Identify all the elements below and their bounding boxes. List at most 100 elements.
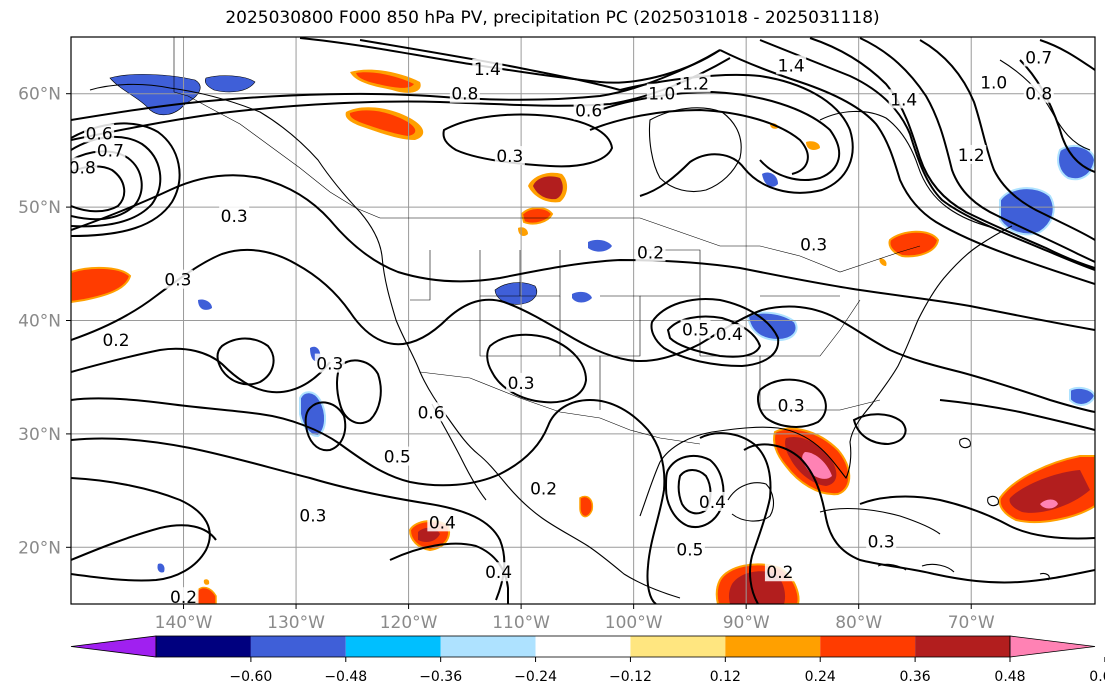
contour-label-background [494, 146, 525, 166]
contour-label-background [382, 446, 413, 466]
contour-label: 0.3 [508, 374, 535, 394]
contour-label: 0.7 [1025, 48, 1052, 68]
longitude-axis: 140°W 130°W 120°W 110°W 100°W 90°W 80°W 70°W [155, 604, 995, 633]
contour-label: 0.2 [170, 588, 197, 608]
colorbar-tick-label: 0.36 [900, 669, 931, 685]
colorbar-segment [535, 636, 631, 657]
lat-tick-label: 50°N [18, 198, 61, 218]
lon-tick-label: 130°W [267, 613, 325, 633]
contour-label-background [162, 269, 193, 289]
colorbar-segment [345, 636, 441, 657]
lon-tick-label: 140°W [155, 613, 213, 633]
lon-tick-label: 80°W [835, 613, 882, 633]
coastlines [89, 59, 1091, 599]
contour-label-background [776, 55, 807, 75]
contour-label-background [866, 531, 897, 551]
colorbar-outline [155, 635, 1011, 658]
contour-label-background [168, 587, 199, 604]
colorbar-segment [250, 636, 346, 657]
lat-tick-label: 20°N [18, 538, 61, 558]
lat-tick-label: 30°N [18, 425, 61, 445]
lon-tick-label: 100°W [605, 613, 663, 633]
contour-label-background [978, 72, 1009, 92]
contour-label-background [427, 512, 458, 532]
colorbar-segment [915, 636, 1010, 657]
contour-label-background [101, 329, 132, 349]
contour-label: 0.4 [699, 493, 726, 513]
contour-label-background [646, 83, 677, 103]
contour-label-background [635, 242, 666, 262]
colorbar-segment [725, 636, 821, 657]
contour-label-background [680, 73, 711, 93]
colorbar-tick-label: 0.12 [710, 669, 741, 685]
contour-label-background [219, 206, 250, 226]
contour-label: 0.5 [384, 448, 411, 468]
contour-label: 0.5 [676, 541, 703, 561]
lat-tick-label: 60°N [18, 85, 61, 105]
contour-label-background [674, 539, 705, 559]
contour-label-background [416, 402, 447, 422]
contour-label-background [84, 123, 115, 143]
contour-label-background [449, 83, 480, 103]
contour-label-background [528, 478, 559, 498]
contour-label: 0.3 [778, 397, 805, 417]
contour-label: 0.8 [1025, 85, 1052, 105]
contour-label: 0.6 [418, 403, 445, 423]
contour-label: 0.8 [69, 158, 96, 178]
colorbar-extend-high [1009, 635, 1096, 658]
contour-label-background [776, 395, 807, 415]
contour-label: 1.2 [682, 74, 709, 94]
contour-label-background [888, 89, 919, 109]
colorbar-segment [820, 636, 916, 657]
colorbar-segment [440, 636, 536, 657]
pv-contour-labels: 1.40.8 1.01.20.60.30.2 0.31.41.40.70.81.01… [69, 47, 1054, 608]
contour-label: 0.6 [575, 102, 602, 122]
latitude-axis: 20°N 30°N 40°N 50°N 60°N [18, 85, 71, 558]
colorbar-segment [156, 636, 251, 657]
colorbar-tick-label: 0.24 [805, 669, 836, 685]
lon-tick-label: 110°W [492, 613, 550, 633]
pv-contours [71, 37, 1095, 604]
lon-tick-label: 70°W [948, 613, 995, 633]
colorbar-tick-label: −0.24 [514, 669, 557, 685]
contour-label-background [506, 372, 537, 392]
contour-label: 0.3 [496, 147, 523, 167]
colorbar-tick-label: 0.48 [994, 669, 1025, 685]
contour-label: 0.4 [716, 325, 743, 345]
contour-label: 1.0 [980, 73, 1007, 93]
contour-label: 0.3 [868, 533, 895, 553]
contour-label: 0.2 [102, 331, 129, 351]
contour-label: 0.4 [429, 513, 456, 533]
contour-label-background [483, 562, 514, 582]
contour-label: 0.2 [530, 479, 557, 499]
colorbar-tick-label: −0.36 [419, 669, 462, 685]
contour-label: 0.4 [485, 563, 512, 583]
contour-label: 0.6 [86, 124, 113, 144]
contour-label: 1.4 [778, 56, 805, 76]
contour-label: 1.0 [648, 85, 675, 105]
contour-label: 0.3 [221, 207, 248, 227]
chart-title: 2025030800 F000 850 hPa PV, precipitatio… [225, 8, 880, 28]
lon-tick-label: 90°W [723, 613, 770, 633]
contour-label: 0.5 [682, 321, 709, 341]
contour-label-background [472, 58, 503, 78]
contour-label: 0.3 [316, 355, 343, 375]
contour-label-background [71, 157, 98, 177]
contour-label: 0.3 [164, 271, 191, 291]
contour-label-background [95, 140, 126, 160]
contour-label-background [314, 353, 345, 373]
lat-tick-label: 40°N [18, 312, 61, 332]
contour-label-background [680, 319, 711, 339]
colorbar-tick-label: −0.60 [229, 669, 272, 685]
contour-label: 1.4 [890, 90, 917, 110]
colorbar-tick-label: 0.60 [1089, 669, 1105, 685]
contour-label-background [297, 505, 328, 525]
contour-label-background [1023, 47, 1054, 67]
contour-label: 0.7 [97, 141, 124, 161]
contour-label-background [764, 562, 795, 582]
contour-label: 1.4 [474, 60, 501, 80]
colorbar-extend-low [70, 635, 157, 658]
contour-label: 0.3 [800, 236, 827, 256]
contour-label-background [798, 234, 829, 254]
